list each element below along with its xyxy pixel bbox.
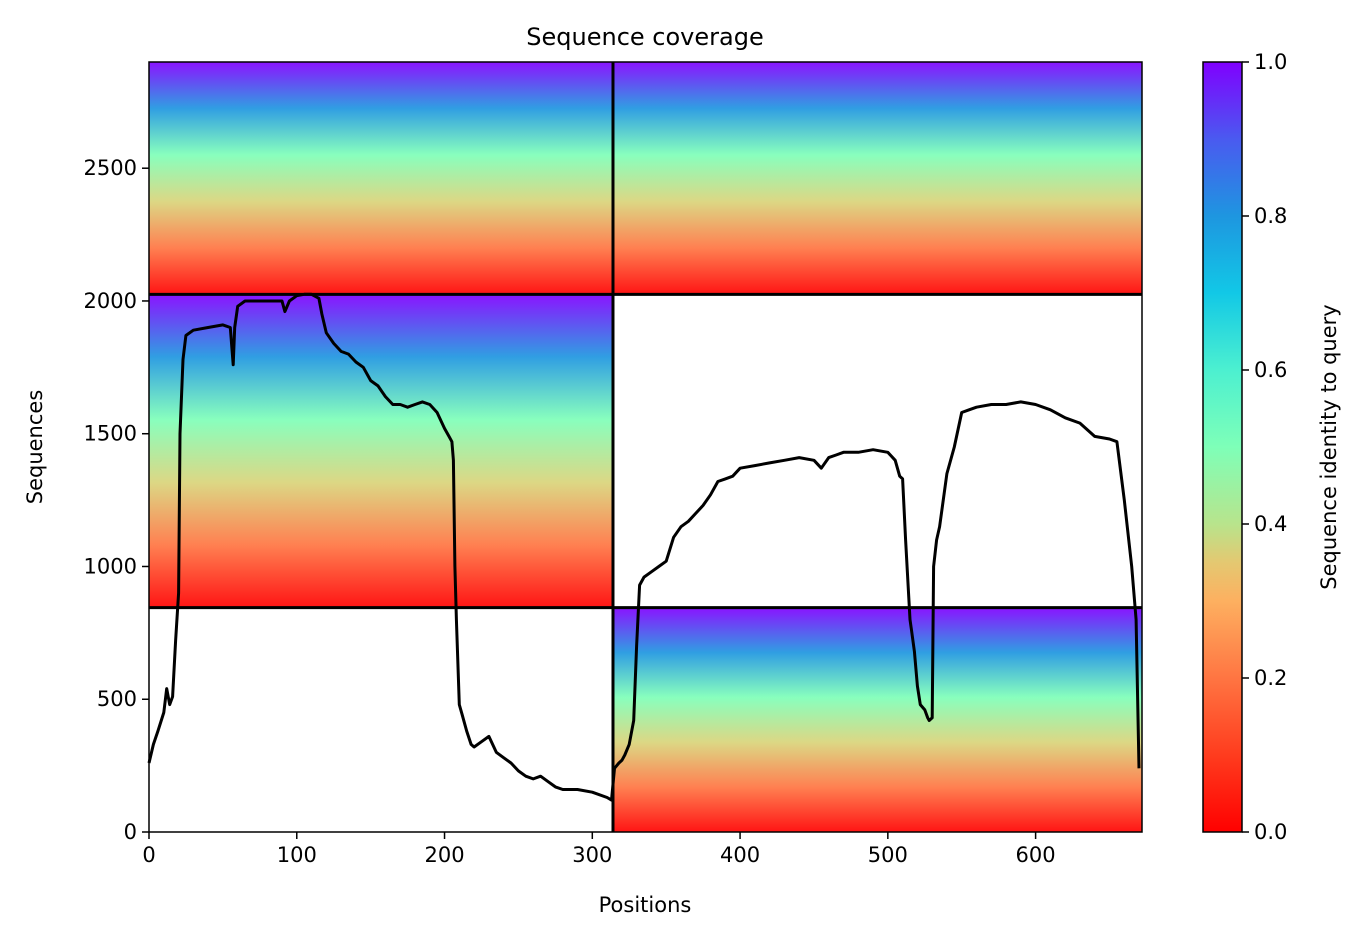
colorbar-tick-label: 0.2 [1254,666,1287,690]
x-tick-label: 200 [424,843,464,867]
y-tick-label: 1500 [84,422,137,446]
colorbar: 0.0 0.2 0.4 0.6 0.8 1.0 Sequence identity to … [1202,50,1341,844]
x-tick-label: 400 [720,843,760,867]
y-axis: 0 500 1000 1500 2000 2500 [84,156,149,844]
y-tick-label: 2000 [84,289,137,313]
colorbar-ticks: 0.0 0.2 0.4 0.6 0.8 1.0 [1242,50,1287,844]
x-tick-label: 100 [277,843,317,867]
msa-block-paired [149,62,1142,295]
y-tick-label: 2500 [84,156,137,180]
chart-title: Sequence coverage [526,23,763,51]
colorbar-tick-label: 1.0 [1254,50,1287,74]
colorbar-tick-label: 0.6 [1254,358,1287,382]
colorbar-tick-label: 0.0 [1254,820,1287,844]
colorbar-tick-label: 0.4 [1254,512,1287,536]
y-tick-label: 500 [97,687,137,711]
msa-block-chain-A-only [149,294,613,608]
x-axis-label: Positions [599,893,692,917]
y-axis-label: Sequences [23,390,47,505]
y-tick-label: 1000 [84,554,137,578]
y-tick-label: 0 [124,820,137,844]
x-tick-label: 600 [1016,843,1056,867]
plot-frame [148,61,1143,833]
x-axis: 0 100 200 300 400 500 600 [142,832,1056,867]
x-tick-label: 500 [868,843,908,867]
x-tick-label: 0 [142,843,155,867]
coverage-line [147,292,1141,802]
x-tick-label: 300 [572,843,612,867]
msa-blocks [149,62,1142,832]
colorbar-label: Sequence identity to query [1317,304,1341,589]
colorbar-tick-label: 0.8 [1254,204,1287,228]
colorbar-gradient [1202,61,1243,833]
msa-block-chain-B-only [612,607,1142,832]
